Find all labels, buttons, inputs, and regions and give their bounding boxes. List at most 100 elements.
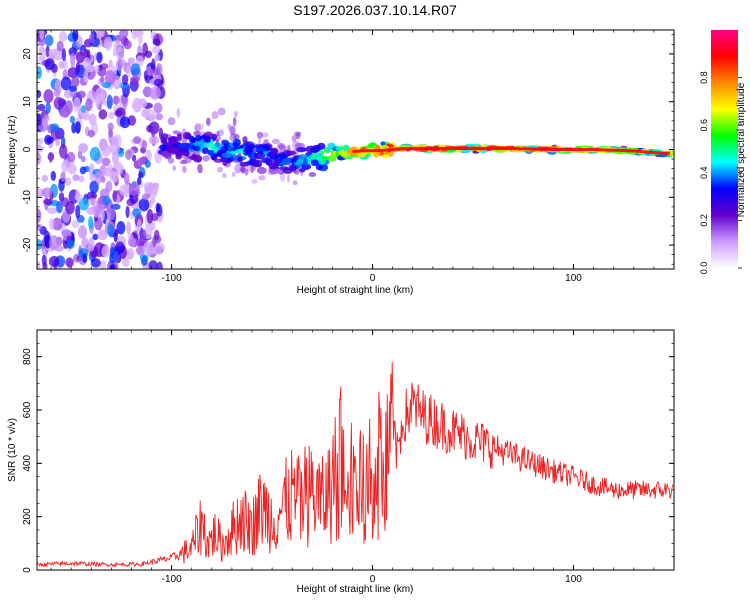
spectral-cell <box>136 55 144 67</box>
colorbar-tick-label: 0.8 <box>699 71 709 84</box>
spectral-cell <box>291 158 297 163</box>
spectral-cell <box>136 176 142 186</box>
spectral-cell <box>229 150 238 155</box>
spectral-cell <box>43 89 54 104</box>
spectral-cell <box>85 98 93 112</box>
spectral-cell <box>75 189 81 201</box>
spectral-cell <box>88 197 98 206</box>
spectral-cell <box>101 157 111 167</box>
spectral-cell <box>159 144 168 151</box>
spectral-cell <box>48 235 60 250</box>
spectral-cell <box>214 141 221 148</box>
spectral-cell <box>257 137 262 146</box>
spectral-cell <box>60 76 72 91</box>
spectral-cell <box>80 155 86 163</box>
spectral-cell <box>48 218 55 230</box>
spectral-cell <box>69 85 78 92</box>
spectral-cell <box>67 151 76 163</box>
spectral-cell <box>268 167 280 175</box>
spectral-cell <box>268 162 279 170</box>
spectral-cell <box>153 102 163 114</box>
spectral-cell <box>45 45 50 58</box>
spectral-cell <box>131 31 138 40</box>
spectral-cell <box>153 183 159 195</box>
spectral-cell <box>82 252 88 263</box>
spectral-cell <box>320 157 327 165</box>
spectral-cell <box>138 171 144 178</box>
spectral-cell <box>254 162 260 168</box>
spectral-cell <box>62 69 68 78</box>
spectral-cell <box>156 261 163 269</box>
spectral-cell <box>101 245 111 258</box>
spectral-cell <box>179 160 187 165</box>
snr-series-line <box>37 362 674 568</box>
spectral-cell <box>82 57 91 71</box>
spectrogram-x-axis-label: Height of straight line (km) <box>297 285 414 296</box>
spectral-cell <box>121 74 129 86</box>
spectral-cell <box>167 117 176 126</box>
spectral-cell <box>144 160 151 168</box>
spectral-cell <box>232 116 237 127</box>
spectral-cell <box>148 135 160 145</box>
spectral-cell <box>131 102 139 111</box>
spectral-cell <box>56 201 63 214</box>
spectral-cell <box>100 76 105 83</box>
spectral-cell <box>141 229 147 241</box>
spectral-cell <box>81 112 91 121</box>
spectral-cell <box>89 180 99 194</box>
spectral-cell <box>278 169 285 175</box>
spectral-cell <box>100 175 106 183</box>
spectral-cell <box>104 36 113 51</box>
spectral-cell <box>72 174 80 181</box>
spectral-cell <box>72 97 81 112</box>
spectral-cell <box>125 65 131 78</box>
spectral-cell <box>116 221 126 235</box>
colorbar: 0.0 0.2 0.4 0.6 0.8 Normalized spectral ampl… <box>699 30 747 274</box>
spectral-cell <box>127 236 137 247</box>
spectral-cell <box>309 153 318 160</box>
spectral-cell <box>58 61 65 69</box>
spectral-cell <box>202 155 210 163</box>
spectral-cell <box>192 154 203 163</box>
spectral-cell <box>152 68 159 76</box>
spectral-cell <box>104 70 116 86</box>
spectral-cell <box>58 108 70 118</box>
spectral-cell <box>37 260 41 269</box>
snr-x-ticks: -100 0 100 <box>50 330 675 585</box>
spectral-cell <box>96 51 103 64</box>
y-tick-label: 0 <box>22 146 33 152</box>
spectrogram-cells <box>37 30 674 269</box>
spectral-cell <box>48 48 59 57</box>
spectral-cell <box>136 246 145 256</box>
spectral-cell <box>155 113 163 121</box>
spectral-cell <box>97 229 108 241</box>
spectrogram-y-axis-label: Frequency (Hz) <box>7 116 18 185</box>
spectral-cell <box>256 131 263 139</box>
spectral-cell <box>78 197 90 211</box>
spectral-cell <box>291 135 297 143</box>
spectral-cell <box>211 111 219 120</box>
spectral-cell <box>244 168 249 176</box>
colorbar-ticks: 0.0 0.2 0.4 0.6 0.8 <box>699 71 742 274</box>
snr-plot-area <box>37 330 674 570</box>
spectral-cell <box>219 157 230 162</box>
spectral-cell <box>194 134 202 142</box>
spectral-cell <box>152 45 161 54</box>
spectral-cell <box>95 87 106 103</box>
spectral-cell <box>138 198 150 212</box>
spectral-cell <box>99 259 107 269</box>
spectral-ridge <box>352 147 670 155</box>
spectral-cell <box>56 40 64 52</box>
spectral-cell <box>94 65 100 74</box>
spectral-cell <box>37 223 43 231</box>
spectral-cell <box>299 167 306 173</box>
spectral-cell <box>128 182 140 196</box>
spectral-cell <box>220 145 229 153</box>
spectral-cell <box>141 193 150 200</box>
spectral-cell <box>107 223 115 238</box>
spectral-cell <box>109 252 118 264</box>
spectral-cell <box>130 76 140 83</box>
spectral-cell <box>292 180 298 186</box>
spectral-cell <box>71 122 77 134</box>
